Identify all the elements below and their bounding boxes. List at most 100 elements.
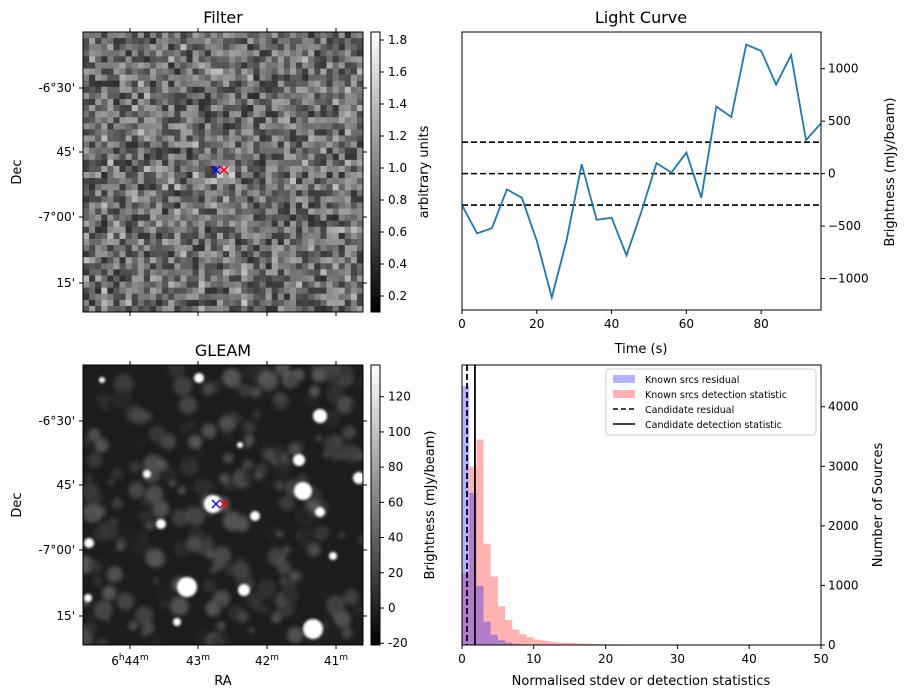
histogram-y-ticks: 0 1000 2000 3000 4000 bbox=[821, 400, 859, 652]
histogram-bar bbox=[512, 629, 520, 645]
gleam-source bbox=[353, 472, 363, 484]
histogram-bar bbox=[569, 643, 577, 645]
lightcurve-title: Light Curve bbox=[595, 8, 687, 27]
gleam-source bbox=[84, 594, 92, 602]
filter-markers bbox=[211, 165, 229, 175]
gleam-source bbox=[173, 618, 181, 626]
histogram-legend: Known srcs residual Known srcs detection … bbox=[605, 368, 817, 436]
histogram-bar bbox=[591, 643, 599, 645]
x-tick-label: 60 bbox=[679, 317, 694, 331]
y-tick-label: -6°30' bbox=[38, 414, 75, 428]
gleam-source bbox=[329, 552, 337, 560]
histogram-bar bbox=[519, 634, 527, 645]
gleam-source bbox=[315, 507, 325, 517]
histogram-bar bbox=[584, 643, 592, 645]
gleam-colorbar bbox=[370, 364, 381, 646]
y-tick-label: 2000 bbox=[828, 519, 859, 533]
gleam-xlabel: RA bbox=[214, 674, 232, 689]
histogram-bar bbox=[462, 385, 470, 645]
histogram-bar bbox=[576, 643, 585, 645]
histogram-bar bbox=[497, 606, 506, 645]
histogram-bar bbox=[476, 586, 484, 645]
lightcurve-axes-frame bbox=[461, 31, 822, 311]
x-tick-label: 10 bbox=[526, 652, 541, 666]
filter-title: Filter bbox=[203, 8, 243, 27]
y-tick-label: 500 bbox=[828, 114, 851, 128]
colorbar-tick-label: 1.2 bbox=[388, 129, 407, 143]
legend-swatch bbox=[613, 375, 635, 383]
colorbar-tick-label: 1.0 bbox=[388, 161, 407, 175]
filter-y-ticks: -6°30' 45' -7°00' 15' bbox=[38, 81, 367, 290]
colorbar-tick-label: 0 bbox=[388, 601, 396, 615]
lightcurve-ylabel: Brightness (mJy/beam) bbox=[883, 98, 898, 247]
histogram-bar bbox=[490, 634, 498, 645]
colorbar-tick-label: 1.8 bbox=[388, 33, 407, 47]
colorbar-tick-label: 100 bbox=[388, 425, 411, 439]
lightcurve-x-ticks: 0 20 40 60 80 bbox=[458, 310, 769, 331]
gleam-source bbox=[294, 482, 312, 500]
y-tick-label: 15' bbox=[56, 276, 75, 290]
marker-blue-x bbox=[211, 165, 221, 175]
colorbar-tick-label: -20 bbox=[388, 636, 408, 650]
x-tick-label: 43m bbox=[186, 653, 210, 668]
y-tick-label: 1000 bbox=[828, 62, 859, 76]
histogram-bar bbox=[490, 576, 498, 645]
gleam-y-ticks: -6°30' 45' -7°00' 15' bbox=[38, 414, 367, 623]
x-tick-label: 30 bbox=[670, 652, 685, 666]
y-tick-label: -7°00' bbox=[38, 543, 75, 557]
lightcurve-series-line bbox=[461, 43, 822, 301]
gleam-title: GLEAM bbox=[195, 341, 251, 360]
histogram-bar bbox=[505, 642, 513, 645]
y-tick-label: −500 bbox=[828, 219, 861, 233]
gleam-x-ticks: 6h44m 43m 42m 41m bbox=[111, 361, 348, 668]
legend-label: Candidate residual bbox=[645, 405, 734, 416]
histogram-panel: 0 10 20 30 40 50 0 1000 2000 3000 4000 Normalised… bbox=[458, 364, 886, 689]
gleam-colorbar-ticks: -20 0 20 40 60 80 100 120 bbox=[380, 390, 411, 650]
colorbar-tick-label: 0.2 bbox=[388, 289, 407, 303]
filter-colorbar bbox=[370, 31, 381, 313]
y-tick-label: -6°30' bbox=[38, 81, 75, 95]
filter-colorbar-label: arbitrary units bbox=[417, 125, 432, 218]
gleam-image bbox=[83, 365, 363, 645]
gleam-source bbox=[303, 619, 323, 639]
x-tick-label: 20 bbox=[529, 317, 544, 331]
x-tick-label: 41m bbox=[324, 653, 348, 668]
gleam-source bbox=[194, 373, 204, 383]
x-tick-label: 0 bbox=[458, 317, 466, 331]
legend-label: Candidate detection statistic bbox=[645, 420, 782, 431]
colorbar-tick-label: 20 bbox=[388, 566, 403, 580]
histogram-bar bbox=[483, 543, 491, 645]
gleam-source bbox=[250, 511, 260, 521]
x-tick-label: 40 bbox=[604, 317, 619, 331]
lightcurve-xlabel: Time (s) bbox=[614, 342, 668, 357]
gleam-source bbox=[313, 409, 327, 423]
histogram-bar bbox=[505, 619, 513, 645]
x-tick-label: 80 bbox=[754, 317, 769, 331]
colorbar-tick-label: 40 bbox=[388, 531, 403, 545]
y-tick-label: 4000 bbox=[828, 400, 859, 414]
y-tick-label: -7°00' bbox=[38, 210, 75, 224]
y-tick-label: 0 bbox=[828, 167, 836, 181]
y-tick-label: 45' bbox=[56, 145, 75, 159]
legend-frame bbox=[605, 368, 817, 436]
colorbar-tick-label: 80 bbox=[388, 460, 403, 474]
y-tick-label: 0 bbox=[828, 638, 836, 652]
histogram-bar bbox=[555, 642, 563, 645]
histogram-ylabel: Number of Sources bbox=[871, 443, 886, 568]
x-tick-label: 0 bbox=[458, 652, 466, 666]
x-tick-label: 50 bbox=[813, 652, 828, 666]
legend-label: Known srcs residual bbox=[645, 375, 739, 386]
gleam-source bbox=[293, 454, 305, 466]
lightcurve-threshold-lines bbox=[462, 141, 821, 206]
colorbar-tick-label: 0.6 bbox=[388, 225, 407, 239]
histogram-bar bbox=[497, 640, 506, 645]
y-tick-label: 45' bbox=[56, 478, 75, 492]
histogram-bar bbox=[562, 642, 570, 645]
y-tick-label: 1000 bbox=[828, 578, 859, 592]
legend-swatch bbox=[613, 390, 635, 398]
histogram-bar bbox=[540, 640, 549, 645]
x-tick-label: 40 bbox=[742, 652, 757, 666]
colorbar-tick-label: 1.4 bbox=[388, 97, 407, 111]
histogram-bar bbox=[533, 639, 541, 645]
histogram-bar bbox=[483, 621, 491, 645]
